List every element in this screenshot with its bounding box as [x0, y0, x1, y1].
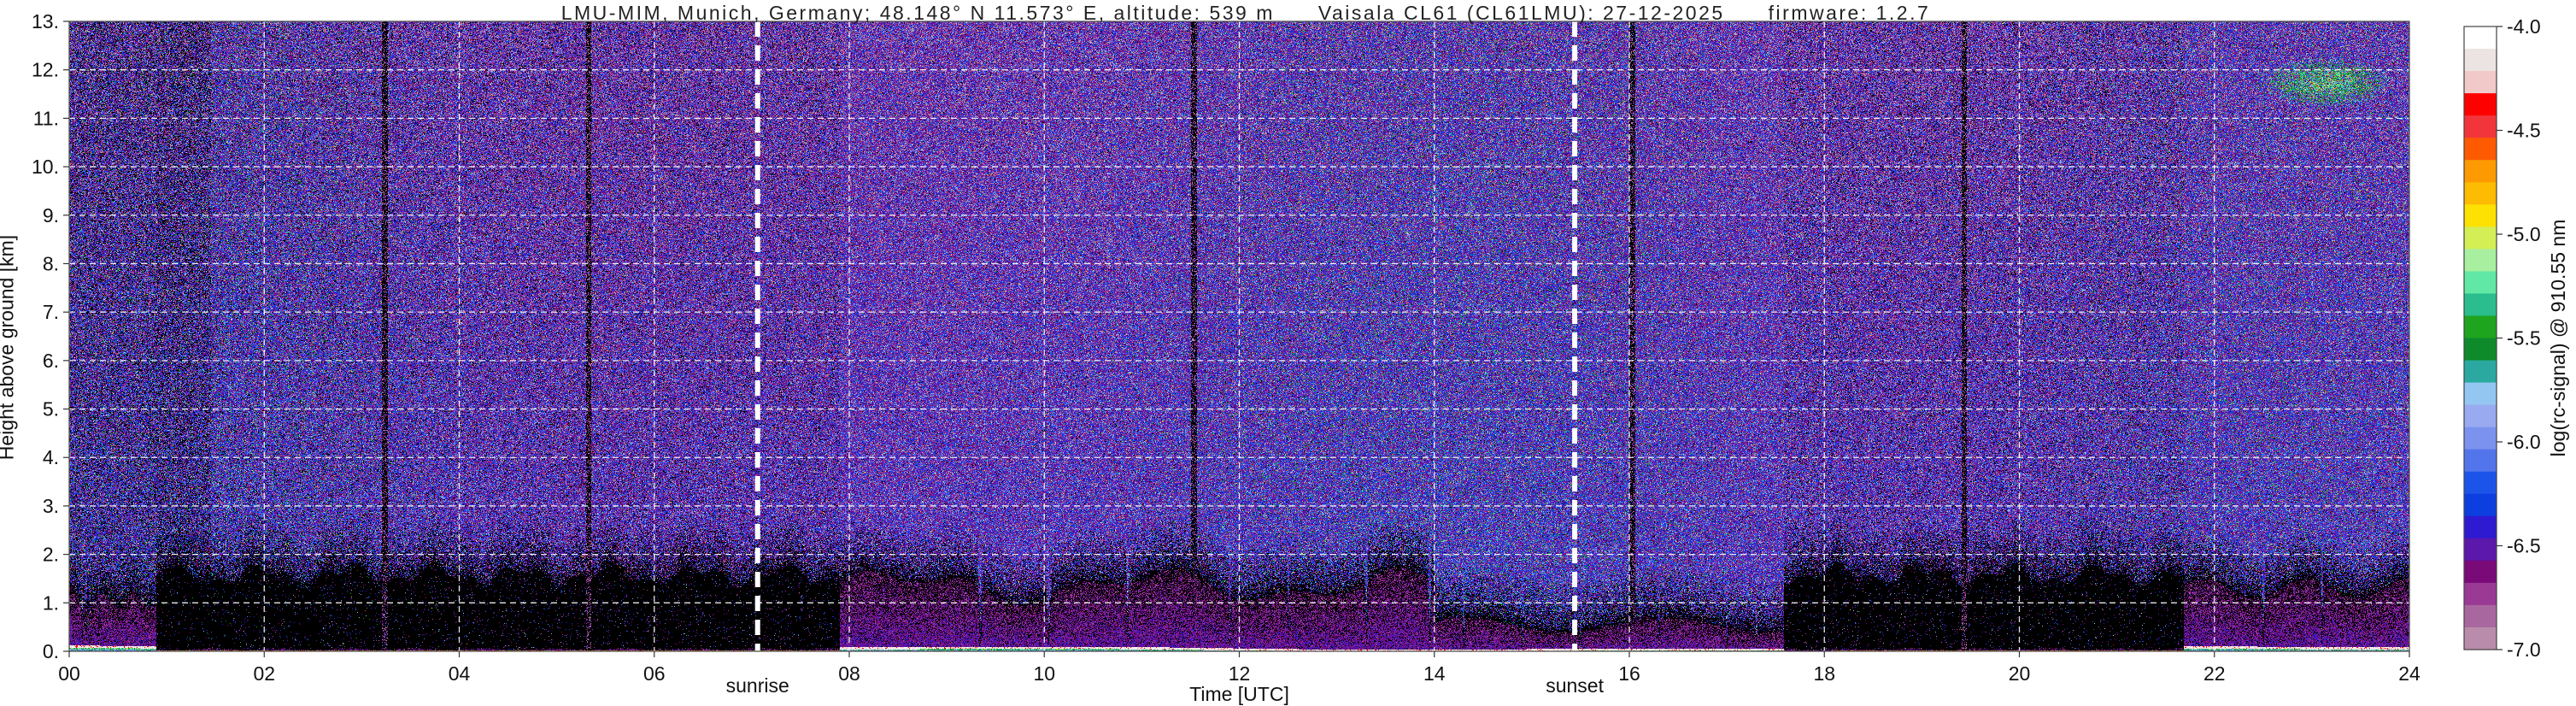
svg-text:14: 14	[1423, 662, 1446, 685]
svg-text:4.: 4.	[43, 446, 59, 468]
svg-text:-4.0: -4.0	[2507, 15, 2541, 38]
svg-text:0.: 0.	[43, 640, 59, 662]
svg-text:12.: 12.	[32, 59, 59, 81]
svg-text:11.: 11.	[33, 107, 59, 129]
svg-text:-7.0: -7.0	[2507, 638, 2541, 661]
svg-text:log(rc-signal) @ 910.55 nm: log(rc-signal) @ 910.55 nm	[2547, 220, 2569, 457]
svg-text:10.: 10.	[32, 156, 59, 178]
svg-text:12: 12	[1229, 662, 1251, 685]
svg-text:02: 02	[253, 662, 275, 685]
svg-text:8.: 8.	[43, 252, 59, 274]
svg-text:1.: 1.	[43, 591, 59, 614]
svg-text:2.: 2.	[43, 544, 59, 566]
svg-text:00: 00	[58, 662, 80, 685]
svg-text:-5.0: -5.0	[2507, 223, 2541, 245]
svg-text:16: 16	[1618, 662, 1640, 685]
svg-text:6.: 6.	[43, 350, 59, 372]
svg-text:08: 08	[838, 662, 860, 685]
svg-text:04: 04	[449, 662, 471, 685]
svg-text:-6.5: -6.5	[2507, 535, 2541, 557]
svg-text:-5.5: -5.5	[2507, 327, 2541, 350]
svg-text:-4.5: -4.5	[2507, 120, 2541, 142]
svg-text:5.: 5.	[43, 398, 59, 421]
svg-text:24: 24	[2398, 662, 2421, 685]
svg-text:22: 22	[2203, 662, 2226, 685]
svg-text:10: 10	[1033, 662, 1055, 685]
svg-text:7.: 7.	[43, 301, 59, 323]
svg-text:3.: 3.	[43, 495, 59, 517]
svg-text:-6.0: -6.0	[2507, 431, 2541, 453]
svg-text:9.: 9.	[43, 204, 59, 227]
svg-text:18: 18	[1813, 662, 1835, 685]
svg-text:20: 20	[2009, 662, 2031, 685]
svg-text:06: 06	[643, 662, 666, 685]
